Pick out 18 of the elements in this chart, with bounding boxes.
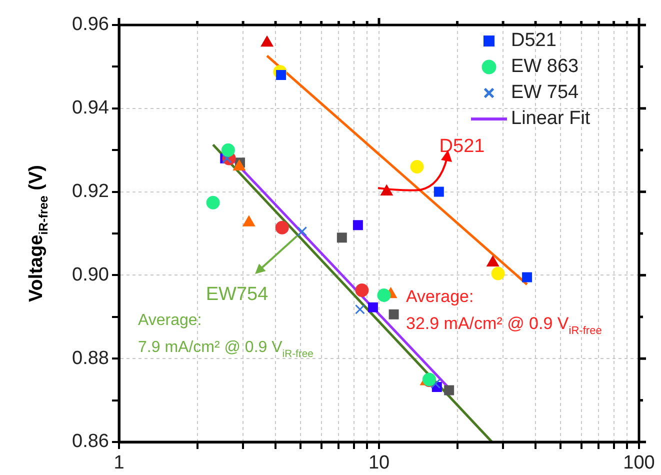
y-tick-label: 0.88 bbox=[72, 348, 109, 369]
annotation: EW754 bbox=[206, 284, 269, 305]
legend-label: EW 754 bbox=[511, 82, 580, 104]
annotation: D521 bbox=[439, 136, 485, 157]
y-tick-label: 0.90 bbox=[72, 264, 109, 286]
legend-label: D521 bbox=[511, 30, 556, 52]
x-tick-label: 10 bbox=[368, 452, 390, 474]
legend-label: Linear Fit bbox=[511, 108, 591, 130]
y-tick-label: 0.96 bbox=[72, 14, 109, 36]
y-tick-label: 0.92 bbox=[72, 181, 109, 202]
x-tick-label: 1 bbox=[114, 452, 124, 474]
x-tick-label: 100 bbox=[623, 452, 655, 474]
y-tick-label: 0.86 bbox=[72, 431, 109, 452]
annotation: Average: bbox=[406, 287, 474, 306]
y-tick-label: 0.94 bbox=[72, 98, 110, 119]
annotation: Average: bbox=[138, 312, 202, 329]
legend-label: EW 863 bbox=[511, 56, 579, 78]
y-axis-title: VoltageiR-free (V) bbox=[26, 165, 51, 302]
